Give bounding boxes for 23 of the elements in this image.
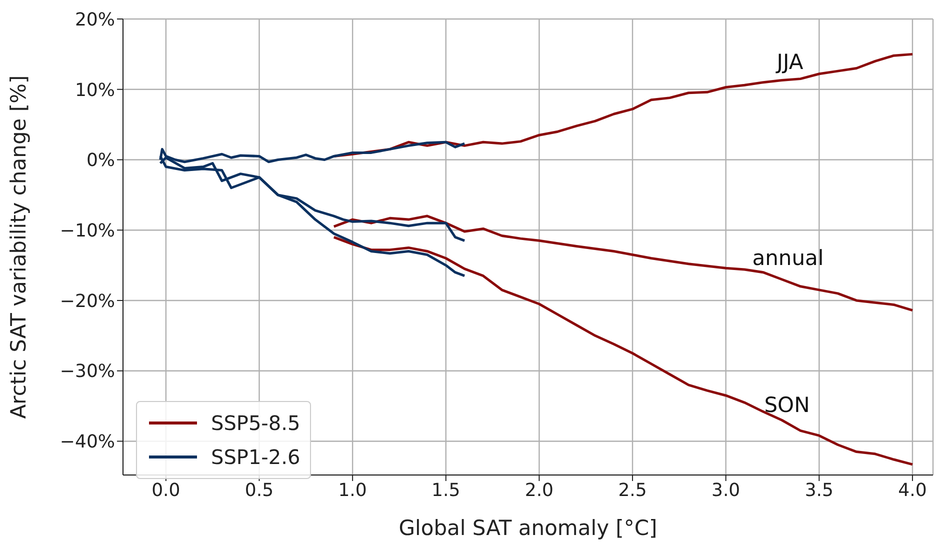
legend-label: SSP1-2.6 xyxy=(211,444,300,471)
x-tick-label: 1.5 xyxy=(432,480,460,501)
annotation: annual xyxy=(752,246,824,270)
x-tick-label: 0.5 xyxy=(244,480,274,501)
y-axis-title: Arctic SAT variability change [%] xyxy=(6,75,30,419)
y-tick-label: −20% xyxy=(60,290,115,312)
legend-label: SSP5-8.5 xyxy=(211,410,300,437)
y-tick-label: −40% xyxy=(60,432,115,453)
x-tick-label: 1.0 xyxy=(338,480,367,501)
y-tick-label: 10% xyxy=(74,80,115,101)
annotation: SON xyxy=(764,393,810,417)
x-tick-label: 2.5 xyxy=(618,480,647,501)
x-tick-label: 3.0 xyxy=(712,480,740,501)
x-tick-label: 4.0 xyxy=(898,480,927,501)
x-axis-title: Global SAT anomaly [°C] xyxy=(398,516,658,540)
y-tick-label: −30% xyxy=(60,361,115,382)
annotation: JJA xyxy=(776,50,804,74)
x-tick-label: 0.0 xyxy=(152,480,180,501)
y-tick-label: −10% xyxy=(60,220,115,242)
y-tick-label: 0% xyxy=(86,150,115,172)
x-tick-label: 3.5 xyxy=(804,480,834,501)
x-tick-label: 2.0 xyxy=(524,480,554,501)
y-tick-label: 20% xyxy=(74,9,115,30)
